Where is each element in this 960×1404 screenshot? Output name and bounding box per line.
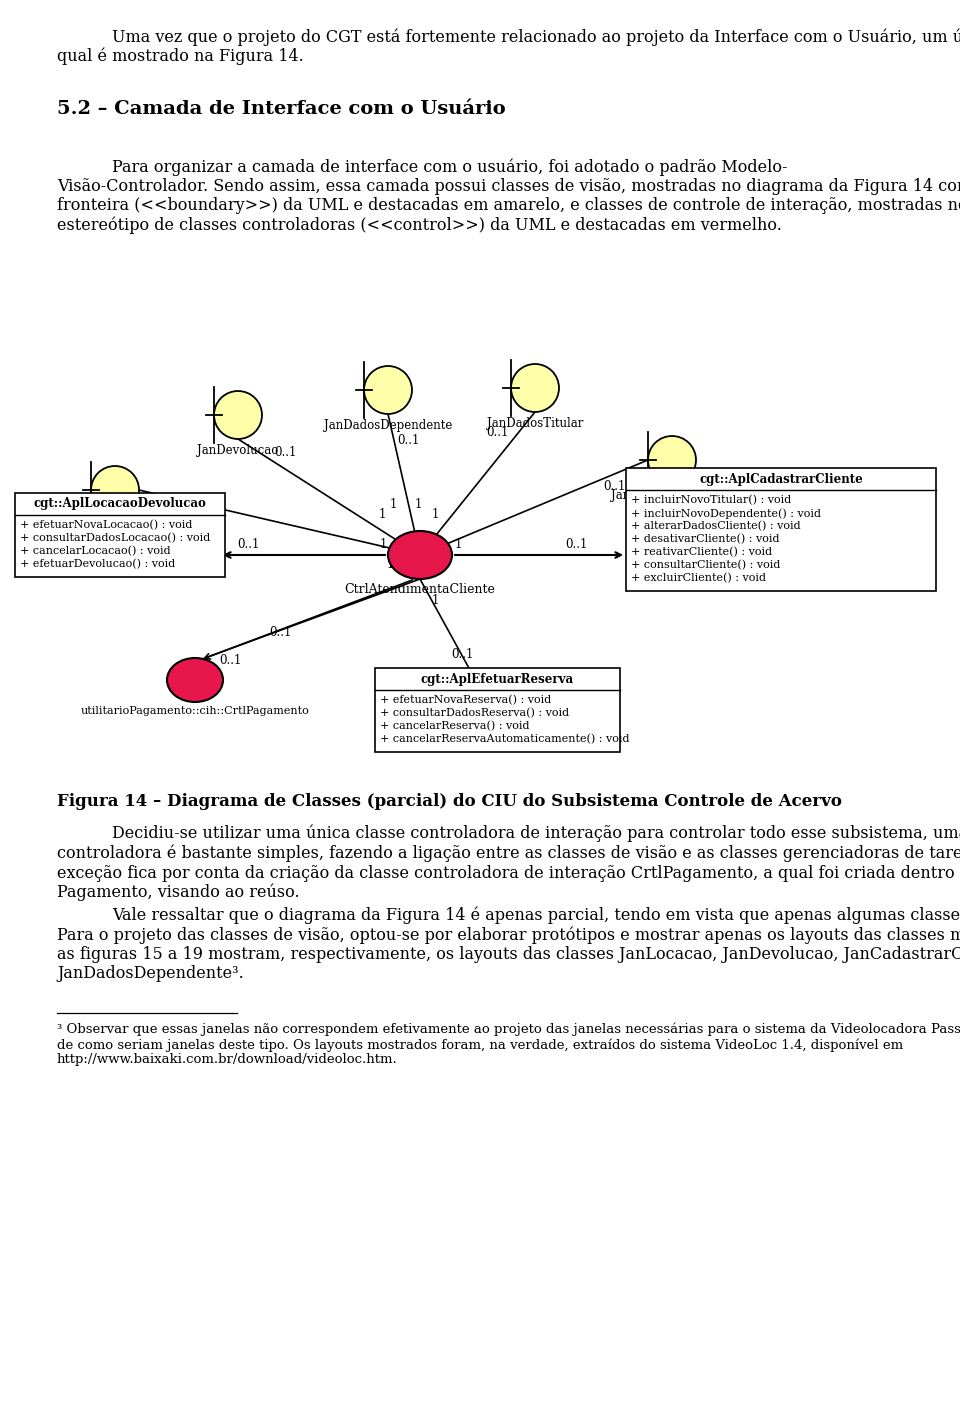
- Text: 1: 1: [379, 539, 387, 552]
- Text: 1: 1: [378, 508, 386, 521]
- Text: cgt::AplLocacaoDevolucao: cgt::AplLocacaoDevolucao: [34, 497, 206, 511]
- Text: 0..1: 0..1: [451, 649, 473, 661]
- Text: 1: 1: [415, 497, 421, 511]
- Circle shape: [364, 366, 412, 414]
- Text: + cancelarLocacao() : void: + cancelarLocacao() : void: [20, 546, 171, 556]
- Text: http://www.baixaki.com.br/download/videoloc.htm.: http://www.baixaki.com.br/download/video…: [57, 1053, 397, 1066]
- Text: utilitarioPagamento::cih::CrtlPagamento: utilitarioPagamento::cih::CrtlPagamento: [81, 706, 309, 716]
- Text: + efetuarNovaReserva() : void: + efetuarNovaReserva() : void: [380, 695, 551, 705]
- Text: controladora é bastante simples, fazendo a ligação entre as classes de visão e a: controladora é bastante simples, fazendo…: [57, 844, 960, 862]
- Text: + cancelarReservaAutomaticamente() : void: + cancelarReservaAutomaticamente() : voi…: [380, 734, 630, 744]
- Text: JanDadosTitular: JanDadosTitular: [487, 417, 583, 430]
- Text: JanLocacao: JanLocacao: [81, 519, 149, 532]
- Bar: [15, 493, 225, 577]
- Text: 1: 1: [454, 539, 462, 552]
- Text: Figura 14 – Diagrama de Classes (parcial) do CIU do Subsistema Controle de Acerv: Figura 14 – Diagrama de Classes (parcial…: [57, 793, 842, 810]
- Text: + alterarDadosCliente() : void: + alterarDadosCliente() : void: [631, 521, 801, 531]
- Text: 0..1: 0..1: [237, 539, 259, 552]
- Bar: [626, 468, 936, 591]
- Text: Pagamento, visando ao reúso.: Pagamento, visando ao reúso.: [57, 883, 300, 901]
- Text: fronteira (<<boundary>>) da UML e destacadas em amarelo, e classes de controle d: fronteira (<<boundary>>) da UML e destac…: [57, 197, 960, 213]
- Text: 0..1: 0..1: [269, 626, 291, 639]
- Circle shape: [511, 364, 559, 411]
- Text: + consultarCliente() : void: + consultarCliente() : void: [631, 560, 780, 570]
- Bar: [375, 668, 620, 753]
- Text: 1: 1: [390, 497, 396, 511]
- Text: Vale ressaltar que o diagrama da Figura 14 é apenas parcial, tendo em vista que : Vale ressaltar que o diagrama da Figura …: [112, 907, 960, 924]
- Text: 0..1: 0..1: [603, 480, 625, 493]
- Text: de como seriam janelas deste tipo. Os layouts mostrados foram, na verdade, extra: de como seriam janelas deste tipo. Os la…: [57, 1038, 903, 1052]
- Text: qual é mostrado na Figura 14.: qual é mostrado na Figura 14.: [57, 48, 303, 65]
- Text: 0..1: 0..1: [396, 434, 420, 446]
- Circle shape: [648, 437, 696, 484]
- Text: CtrlAtendimentaCliente: CtrlAtendimentaCliente: [345, 583, 495, 597]
- Text: JanDadosDependente³.: JanDadosDependente³.: [57, 966, 244, 983]
- Text: 0..1: 0..1: [219, 653, 241, 667]
- Text: 1: 1: [386, 559, 394, 571]
- Text: 0..1: 0..1: [564, 539, 588, 552]
- Text: Para o projeto das classes de visão, optou-se por elaborar protótipos e mostrar : Para o projeto das classes de visão, opt…: [57, 927, 960, 943]
- Text: + reativarCliente() : void: + reativarCliente() : void: [631, 548, 772, 557]
- Text: ³ Observar que essas janelas não correspondem efetivamente ao projeto das janela: ³ Observar que essas janelas não corresp…: [57, 1024, 960, 1036]
- Text: JanCadastrarCliente: JanCadastrarCliente: [612, 489, 732, 503]
- Text: + consultarDadosReserva() : void: + consultarDadosReserva() : void: [380, 708, 569, 719]
- Text: + cancelarReserva() : void: + cancelarReserva() : void: [380, 722, 530, 731]
- Text: + efetuarNovaLocacao() : void: + efetuarNovaLocacao() : void: [20, 519, 192, 531]
- Ellipse shape: [388, 531, 452, 578]
- Text: 5.2 – Camada de Interface com o Usuário: 5.2 – Camada de Interface com o Usuário: [57, 100, 506, 118]
- Text: cgt::AplEfetuarReserva: cgt::AplEfetuarReserva: [420, 673, 574, 685]
- Text: exceção fica por conta da criação da classe controladora de interação CrtlPagame: exceção fica por conta da criação da cla…: [57, 863, 960, 882]
- Ellipse shape: [167, 658, 223, 702]
- Text: + efetuarDevolucao() : void: + efetuarDevolucao() : void: [20, 559, 176, 569]
- Circle shape: [91, 466, 139, 514]
- Text: Decidiu-se utilizar uma única classe controladora de interação para controlar to: Decidiu-se utilizar uma única classe con…: [112, 826, 960, 842]
- Circle shape: [214, 390, 262, 439]
- Text: + consultarDadosLocacao() : void: + consultarDadosLocacao() : void: [20, 534, 210, 543]
- Text: 0..1: 0..1: [274, 446, 297, 459]
- Text: + incluirNovoTitular() : void: + incluirNovoTitular() : void: [631, 496, 791, 505]
- Text: 1: 1: [431, 508, 439, 521]
- Text: Para organizar a camada de interface com o usuário, foi adotado o padrão Modelo-: Para organizar a camada de interface com…: [112, 159, 787, 176]
- Text: + excluirCliente() : void: + excluirCliente() : void: [631, 573, 766, 583]
- Text: + incluirNovoDependente() : void: + incluirNovoDependente() : void: [631, 508, 821, 518]
- Text: Visão-Controlador. Sendo assim, essa camada possui classes de visão, mostradas n: Visão-Controlador. Sendo assim, essa cam…: [57, 177, 960, 195]
- Text: JanDadosDependente: JanDadosDependente: [324, 418, 452, 432]
- Text: as figuras 15 a 19 mostram, respectivamente, os layouts das classes JanLocacao, : as figuras 15 a 19 mostram, respectivame…: [57, 946, 960, 963]
- Text: JanDevolucao: JanDevolucao: [198, 444, 278, 456]
- Text: + desativarCliente() : void: + desativarCliente() : void: [631, 534, 780, 545]
- Text: estereótipo de classes controladoras (<<control>>) da UML e destacadas em vermel: estereótipo de classes controladoras (<<…: [57, 216, 781, 234]
- Text: 0..1: 0..1: [486, 425, 508, 438]
- Text: 1: 1: [431, 594, 439, 607]
- Text: 0..1: 0..1: [156, 500, 179, 514]
- Text: Uma vez que o projeto do CGT está fortemente relacionado ao projeto da Interface: Uma vez que o projeto do CGT está fortem…: [112, 28, 960, 45]
- Text: cgt::AplCadastrarCliente: cgt::AplCadastrarCliente: [699, 473, 863, 486]
